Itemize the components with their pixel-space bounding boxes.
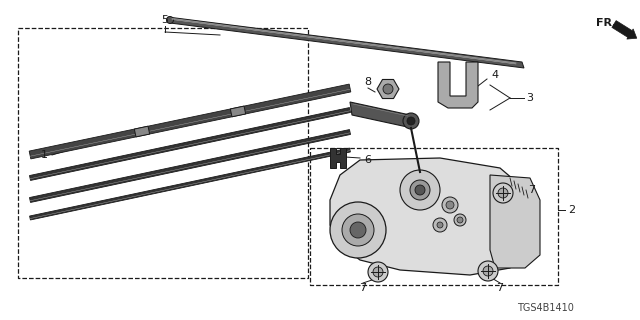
Circle shape <box>437 222 443 228</box>
Circle shape <box>166 17 173 23</box>
Text: FR.: FR. <box>596 18 616 28</box>
Polygon shape <box>490 175 540 268</box>
Circle shape <box>415 185 425 195</box>
Polygon shape <box>168 17 524 68</box>
Circle shape <box>493 183 513 203</box>
Polygon shape <box>350 102 412 128</box>
Polygon shape <box>29 108 351 180</box>
Circle shape <box>350 222 366 238</box>
Circle shape <box>403 113 419 129</box>
Text: 5: 5 <box>161 15 168 25</box>
Text: 6: 6 <box>365 155 371 165</box>
Circle shape <box>478 261 498 281</box>
Circle shape <box>446 201 454 209</box>
Text: 7: 7 <box>497 283 504 293</box>
Circle shape <box>454 214 466 226</box>
Polygon shape <box>330 158 530 275</box>
Polygon shape <box>330 148 346 168</box>
Text: 1: 1 <box>40 150 47 160</box>
Text: 2: 2 <box>568 205 575 215</box>
Circle shape <box>400 170 440 210</box>
Text: 8: 8 <box>364 77 372 87</box>
Circle shape <box>442 197 458 213</box>
Text: 7: 7 <box>360 283 367 293</box>
Polygon shape <box>230 106 246 117</box>
Circle shape <box>483 266 493 276</box>
Text: 4: 4 <box>492 70 499 80</box>
Text: TGS4B1410: TGS4B1410 <box>516 303 573 313</box>
Circle shape <box>342 214 374 246</box>
Circle shape <box>368 262 388 282</box>
Polygon shape <box>438 62 478 108</box>
Polygon shape <box>29 130 351 203</box>
Circle shape <box>373 267 383 277</box>
Text: 3: 3 <box>527 93 534 103</box>
Circle shape <box>433 218 447 232</box>
Text: 7: 7 <box>529 185 536 195</box>
FancyArrow shape <box>612 20 637 39</box>
Circle shape <box>407 117 415 125</box>
Polygon shape <box>29 148 351 220</box>
Circle shape <box>330 202 386 258</box>
Circle shape <box>498 188 508 198</box>
Circle shape <box>410 180 430 200</box>
Polygon shape <box>29 84 351 159</box>
Circle shape <box>457 217 463 223</box>
Circle shape <box>383 84 393 94</box>
Polygon shape <box>134 126 150 137</box>
